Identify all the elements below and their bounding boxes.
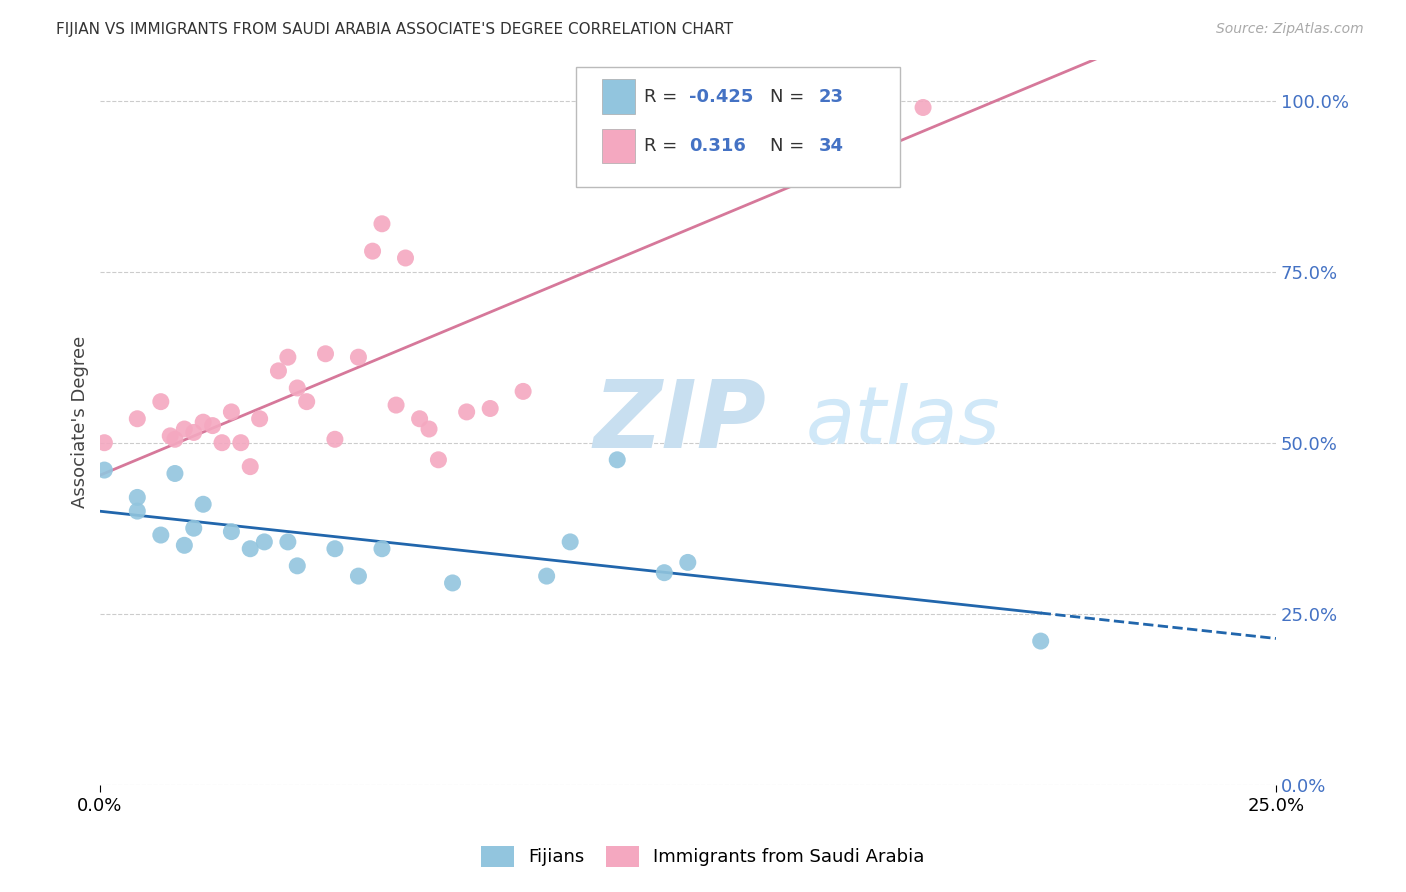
Point [385, 398, 408, 412]
Point [1029, 634, 1052, 648]
Text: R =: R = [644, 87, 683, 105]
Point [456, 405, 478, 419]
Point [295, 394, 318, 409]
Point [418, 422, 440, 436]
Point [371, 217, 394, 231]
Point [221, 405, 243, 419]
Point [211, 435, 233, 450]
Text: atlas: atlas [806, 384, 1000, 461]
Point [347, 350, 370, 364]
Point [183, 425, 205, 440]
Point [394, 251, 416, 265]
Y-axis label: Associate's Degree: Associate's Degree [72, 336, 89, 508]
Point [347, 569, 370, 583]
Point [249, 411, 271, 425]
Point [221, 524, 243, 539]
Text: 0.316: 0.316 [689, 137, 745, 155]
Point [193, 415, 215, 429]
Point [127, 491, 149, 505]
Text: N =: N = [770, 87, 810, 105]
Point [323, 432, 346, 446]
Point [479, 401, 502, 416]
Point [606, 452, 628, 467]
Point [285, 558, 308, 573]
Text: 23: 23 [818, 87, 844, 105]
Point [229, 435, 252, 450]
Point [747, 118, 769, 132]
Point [277, 350, 299, 364]
Point [127, 411, 149, 425]
Point [408, 411, 430, 425]
Point [441, 576, 464, 591]
Point [163, 432, 186, 446]
Point [159, 429, 181, 443]
Point [536, 569, 558, 583]
Point [239, 541, 262, 556]
FancyBboxPatch shape [602, 128, 636, 163]
FancyBboxPatch shape [602, 79, 636, 114]
Point [512, 384, 534, 399]
Point [560, 535, 582, 549]
Text: R =: R = [644, 137, 689, 155]
Text: Source: ZipAtlas.com: Source: ZipAtlas.com [1216, 22, 1364, 37]
Point [323, 541, 346, 556]
Text: ZIP: ZIP [593, 376, 766, 468]
Point [912, 101, 935, 115]
Legend: Fijians, Immigrants from Saudi Arabia: Fijians, Immigrants from Saudi Arabia [474, 838, 932, 874]
Point [239, 459, 262, 474]
Point [149, 394, 172, 409]
Text: 34: 34 [818, 137, 844, 155]
Point [183, 521, 205, 535]
Point [676, 556, 699, 570]
Text: N =: N = [770, 137, 810, 155]
Point [700, 114, 723, 128]
Point [93, 435, 115, 450]
Point [277, 535, 299, 549]
Point [267, 364, 290, 378]
Point [253, 535, 276, 549]
Point [193, 497, 215, 511]
Text: -0.425: -0.425 [689, 87, 754, 105]
Point [173, 422, 195, 436]
Point [149, 528, 172, 542]
Point [427, 452, 450, 467]
Point [652, 566, 675, 580]
Point [127, 504, 149, 518]
Point [285, 381, 308, 395]
Point [173, 538, 195, 552]
Point [361, 244, 384, 259]
Point [93, 463, 115, 477]
Point [315, 347, 337, 361]
Point [163, 467, 186, 481]
FancyBboxPatch shape [576, 67, 900, 186]
Text: FIJIAN VS IMMIGRANTS FROM SAUDI ARABIA ASSOCIATE'S DEGREE CORRELATION CHART: FIJIAN VS IMMIGRANTS FROM SAUDI ARABIA A… [56, 22, 734, 37]
Point [201, 418, 224, 433]
Point [371, 541, 394, 556]
